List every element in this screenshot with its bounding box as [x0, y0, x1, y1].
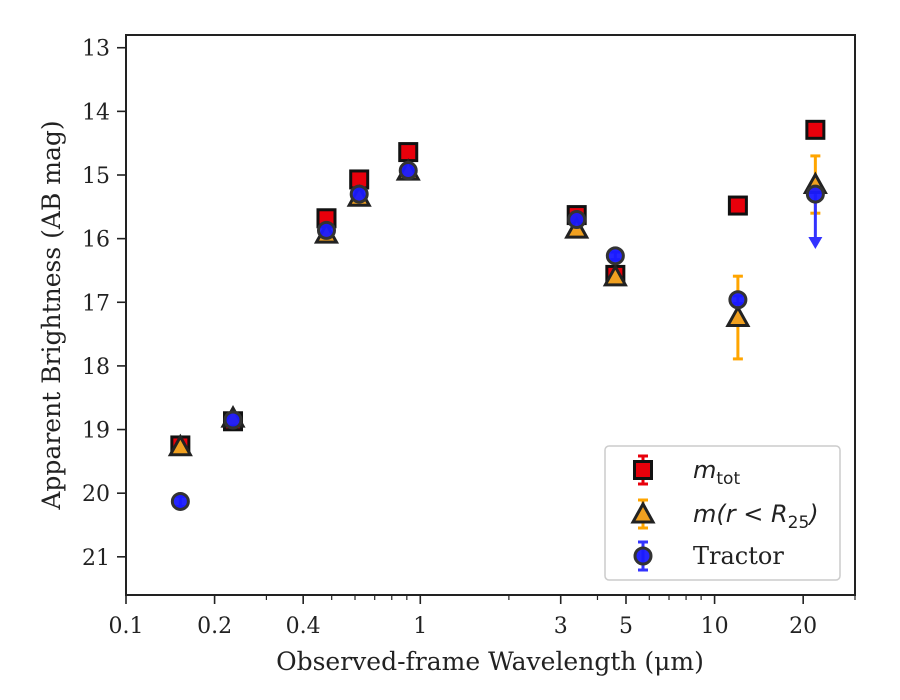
legend-label: Tractor — [693, 542, 784, 570]
y-tick-label: 15 — [82, 164, 110, 189]
x-tick-label: 5 — [619, 614, 633, 639]
legend-label: m(r < R25) — [693, 500, 819, 533]
y-tick-label: 21 — [82, 546, 110, 571]
marker-circle — [398, 161, 418, 181]
marker-triangle — [167, 433, 193, 457]
marker-square — [805, 119, 826, 140]
plot-frame — [125, 34, 856, 596]
marker-triangle-legend — [630, 500, 656, 524]
y-tick-label: 13 — [82, 37, 110, 62]
legend-box — [604, 445, 841, 581]
y-axis-ticks: 13 14 15 16 17 18 19 20 21 — [82, 37, 126, 571]
x-tick-label: 0.4 — [286, 614, 321, 639]
marker-circle-legend — [633, 546, 653, 566]
y-tick-label: 16 — [82, 228, 110, 253]
marker-circle — [223, 410, 243, 430]
y-tick-label: 17 — [82, 291, 110, 316]
y-tick-label: 19 — [82, 419, 110, 444]
y-tick-label: 18 — [82, 355, 110, 380]
marker-circle — [728, 290, 748, 310]
x-tick-label: 0.2 — [197, 614, 232, 639]
marker-circle — [567, 210, 587, 230]
legend-label: mtot — [693, 456, 740, 489]
y-tick-label: 14 — [82, 100, 110, 125]
marker-circle — [805, 184, 825, 204]
marker-circle — [316, 220, 336, 240]
marker-square — [398, 142, 419, 163]
marker-triangle — [602, 263, 628, 287]
x-axis-label: Observed-frame Wavelength (μm) — [276, 647, 704, 676]
x-tick-label: 0.1 — [109, 614, 144, 639]
x-tick-label: 3 — [554, 614, 568, 639]
x-tick-label: 10 — [701, 614, 729, 639]
y-axis-label: Apparent Brightness (AB mag) — [37, 120, 66, 510]
marker-circle — [349, 184, 369, 204]
x-tick-label: 1 — [413, 614, 427, 639]
marker-square — [727, 195, 748, 216]
legend: mtot m(r < R25) Tractor — [604, 445, 841, 581]
x-axis-ticks: 0.1 0.2 0.4 1 3 5 10 20 — [109, 595, 856, 639]
upper-limit-arrow — [808, 237, 823, 249]
x-tick-label: 20 — [789, 614, 817, 639]
marker-circle — [170, 491, 190, 511]
y-tick-label: 20 — [82, 482, 110, 507]
marker-circle — [605, 246, 625, 266]
marker-triangle — [725, 304, 751, 328]
data-markers — [167, 119, 828, 511]
marker-square-legend — [633, 460, 653, 480]
